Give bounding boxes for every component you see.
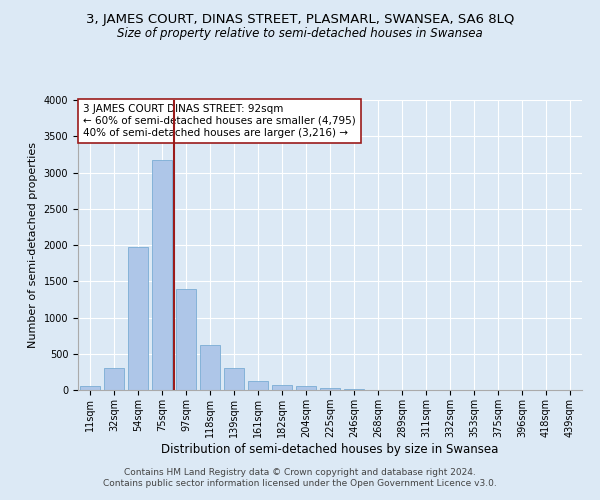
Bar (296, 386, 316, 390)
Bar (80, 386, 100, 390)
Bar (128, 247, 148, 390)
Bar (152, 160, 172, 390)
Bar (200, 344, 220, 390)
Text: Size of property relative to semi-detached houses in Swansea: Size of property relative to semi-detach… (117, 28, 483, 40)
Bar (248, 381, 268, 390)
Text: 3 JAMES COURT DINAS STREET: 92sqm
← 60% of semi-detached houses are smaller (4,7: 3 JAMES COURT DINAS STREET: 92sqm ← 60% … (83, 104, 356, 138)
Bar (224, 368, 244, 390)
Bar (320, 388, 340, 390)
Bar (104, 368, 124, 390)
Text: Contains HM Land Registry data © Crown copyright and database right 2024.
Contai: Contains HM Land Registry data © Crown c… (103, 468, 497, 487)
Bar (176, 288, 196, 390)
Bar (272, 384, 292, 390)
Text: 3, JAMES COURT, DINAS STREET, PLASMARL, SWANSEA, SA6 8LQ: 3, JAMES COURT, DINAS STREET, PLASMARL, … (86, 12, 514, 26)
Y-axis label: Number of semi-detached properties: Number of semi-detached properties (28, 142, 38, 348)
X-axis label: Distribution of semi-detached houses by size in Swansea: Distribution of semi-detached houses by … (161, 442, 499, 456)
